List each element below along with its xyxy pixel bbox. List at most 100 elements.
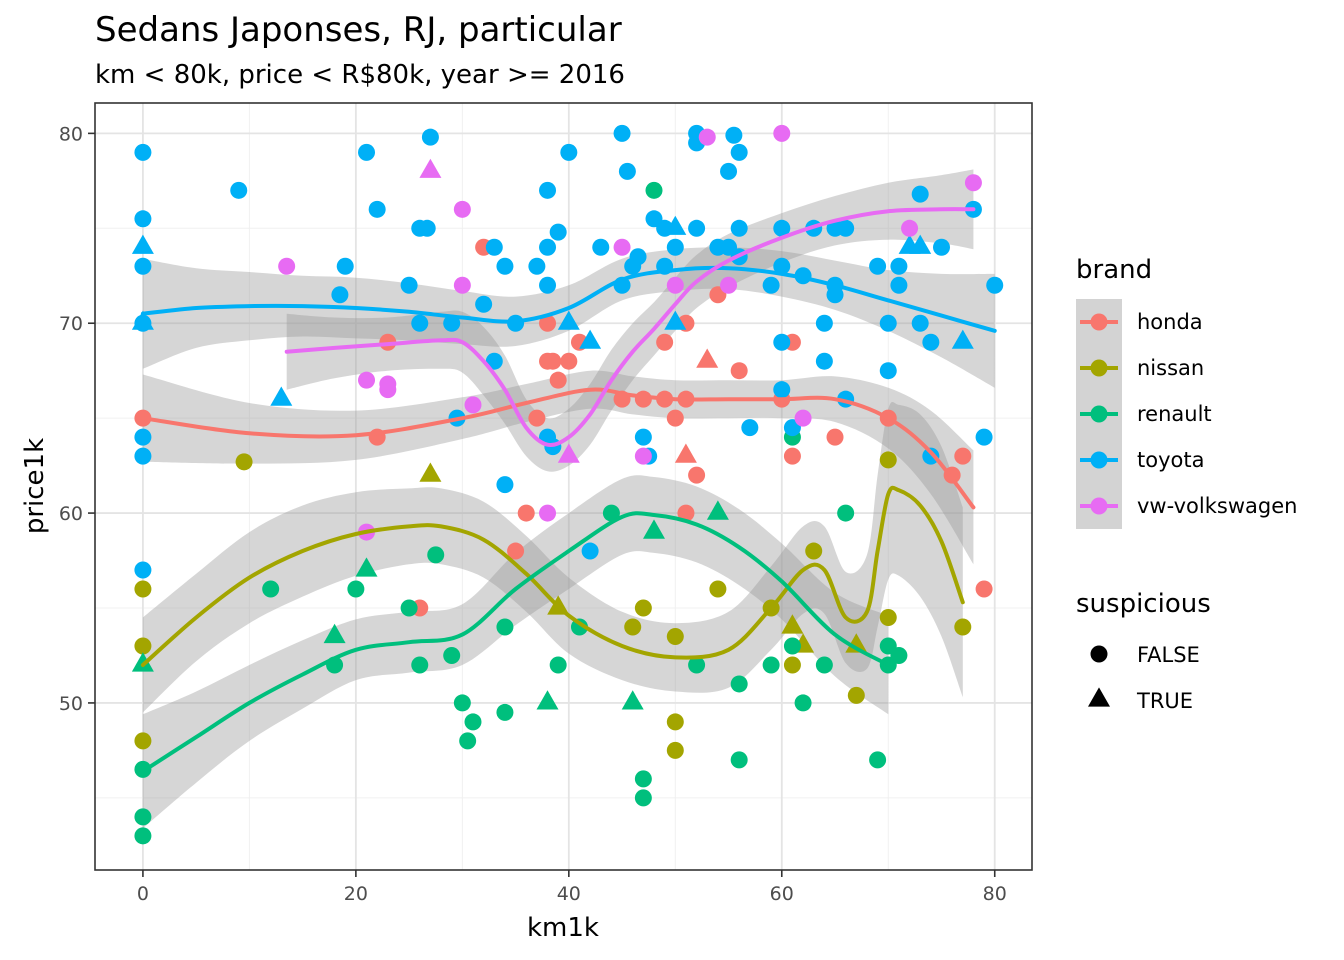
smooth-band-renault (142, 475, 889, 829)
point-toyota (539, 238, 557, 256)
point-toyota (725, 126, 743, 144)
point-renault (837, 504, 855, 522)
point-toyota (773, 257, 791, 275)
point-toyota (890, 276, 908, 294)
point-nissan (634, 599, 652, 617)
point-toyota (134, 257, 152, 275)
point-renault (890, 646, 908, 664)
point-toyota (618, 162, 636, 180)
point-renault (496, 703, 514, 721)
point-vw-volkswagen (666, 276, 684, 294)
point-toyota (837, 219, 855, 237)
point-toyota (134, 561, 152, 579)
legend-label-false: FALSE (1137, 643, 1200, 667)
point-toyota (496, 476, 514, 494)
point-toyota-suspicious (131, 310, 154, 330)
point-vw-volkswagen (720, 276, 738, 294)
point-toyota (741, 419, 759, 437)
point-toyota (418, 219, 436, 237)
point-toyota (592, 238, 610, 256)
smooth-lines (140, 207, 997, 774)
point-renault (411, 656, 429, 674)
legend-shape-triangle-icon (1088, 687, 1110, 707)
point-toyota (629, 248, 647, 266)
point-toyota (411, 314, 429, 332)
point-renault (730, 751, 748, 769)
point-toyota (134, 428, 152, 446)
point-toyota (773, 219, 791, 237)
point-vw-volkswagen (698, 128, 716, 146)
point-honda (783, 447, 801, 465)
smooth-line-nissan (140, 485, 965, 667)
point-toyota (331, 286, 349, 304)
point-nissan (666, 741, 684, 759)
legend-label-renault: renault (1137, 402, 1212, 426)
point-toyota (443, 314, 461, 332)
point-honda (549, 371, 567, 389)
point-toyota (869, 257, 887, 275)
chart-title: Sedans Japonses, RJ, particular (95, 10, 622, 50)
smooth-band-nissan (142, 401, 963, 713)
point-vw-volkswagen (453, 276, 471, 294)
point-honda (539, 314, 557, 332)
point-renault (400, 599, 418, 617)
point-toyota-suspicious (664, 310, 687, 330)
point-nissan (783, 656, 801, 674)
point-vw-volkswagen (278, 257, 296, 275)
smooth-line-honda (140, 387, 976, 510)
point-renault (783, 637, 801, 655)
point-toyota (634, 428, 652, 446)
point-toyota (730, 143, 748, 161)
point-nissan (624, 618, 642, 636)
point-toyota (496, 257, 514, 275)
point-toyota (400, 276, 418, 294)
x-axis-title: km1k (527, 913, 599, 943)
point-toyota-suspicious (131, 234, 154, 254)
legend-label-true: TRUE (1136, 689, 1193, 713)
point-toyota (815, 314, 833, 332)
point-vw-volkswagen (539, 504, 557, 522)
point-toyota (911, 314, 929, 332)
point-toyota (890, 257, 908, 275)
legend-key-point-nissan (1090, 359, 1108, 377)
point-nissan-suspicious (781, 614, 804, 634)
point-nissan (954, 618, 972, 636)
point-toyota (911, 185, 929, 203)
point-honda (544, 352, 562, 370)
point-toyota (922, 447, 940, 465)
y-tick-label: 60 (59, 503, 83, 525)
point-vw-volkswagen (964, 174, 982, 192)
point-renault (262, 580, 280, 598)
point-renault-suspicious (536, 690, 559, 710)
legend-brand-entries: honda nissan renault toyota vw-volkswagen (1076, 299, 1297, 529)
y-tick-label: 50 (59, 693, 83, 715)
point-nissan (847, 686, 865, 704)
point-renault (794, 694, 812, 712)
point-vw-volkswagen (464, 396, 482, 414)
point-honda (656, 333, 674, 351)
x-tick-label: 20 (344, 883, 368, 905)
point-renault-suspicious (131, 652, 154, 672)
point-toyota (762, 276, 780, 294)
point-renault (634, 789, 652, 807)
point-toyota (975, 428, 993, 446)
point-toyota (773, 333, 791, 351)
plot-border (94, 102, 1033, 871)
smooth-line-toyota (140, 265, 997, 333)
point-nissan (134, 637, 152, 655)
point-vw-volkswagen (634, 447, 652, 465)
point-nissan-suspicious (845, 633, 868, 653)
point-honda-suspicious (674, 443, 697, 463)
x-tick-label: 0 (137, 883, 149, 905)
point-nissan-suspicious (419, 462, 442, 482)
point-renault (645, 181, 663, 199)
point-toyota-suspicious (951, 329, 974, 349)
point-honda (560, 352, 578, 370)
point-toyota (358, 143, 376, 161)
point-renault (815, 656, 833, 674)
point-honda (677, 504, 695, 522)
point-nissan (666, 627, 684, 645)
y-axis-title: price1k (20, 438, 50, 534)
legend-key-point-renault (1090, 405, 1108, 423)
